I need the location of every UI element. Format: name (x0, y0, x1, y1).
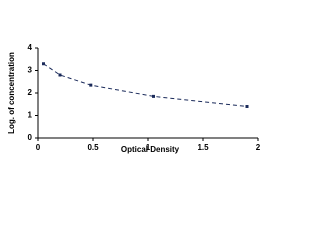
data-point (42, 62, 45, 66)
y-axis-label: Log. of concentration (7, 52, 16, 134)
x-axis-label: Optical Density (121, 145, 180, 154)
y-tick-label: 3 (28, 66, 33, 75)
trend-line (43, 63, 248, 107)
data-point (152, 94, 155, 98)
y-tick-label: 0 (28, 133, 33, 142)
x-tick-label: 1.5 (197, 143, 209, 152)
x-tick-label: 0 (36, 143, 41, 152)
data-point (58, 73, 62, 77)
x-tick-label: 2 (256, 143, 261, 152)
data-point (245, 105, 249, 108)
y-tick-label: 1 (28, 111, 33, 120)
data-point (89, 83, 93, 87)
y-tick-label: 4 (28, 43, 33, 52)
x-tick-label: 0.5 (87, 143, 99, 152)
y-tick-label: 2 (28, 88, 33, 97)
chart: Optical Density Log. of concentration 0 1… (7, 43, 261, 154)
x-tick-label: 1 (146, 143, 151, 152)
